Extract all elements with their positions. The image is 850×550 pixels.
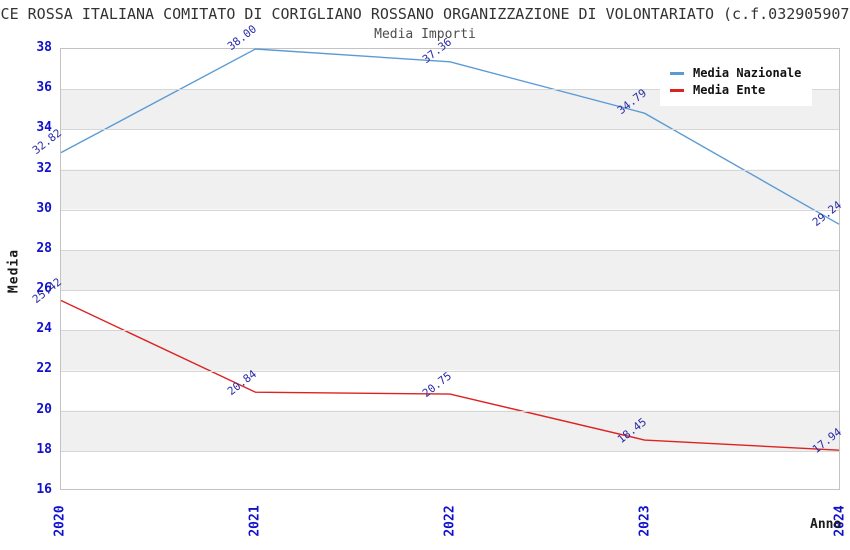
y-tick-label: 30 <box>36 200 52 216</box>
y-tick-label: 34 <box>36 120 52 136</box>
y-tick-label: 26 <box>36 281 52 297</box>
plot-area <box>60 48 840 490</box>
grid-line <box>61 330 839 332</box>
y-tick-label: 16 <box>36 482 52 497</box>
y-tick-label: 28 <box>36 240 52 256</box>
y-tick-label: 24 <box>36 321 52 337</box>
x-tick-label: 2022 <box>442 505 458 537</box>
grid-line <box>61 169 839 171</box>
x-tick-label: 2023 <box>637 505 653 537</box>
line-swatch-icon <box>670 88 684 92</box>
x-tick-label: 2021 <box>247 505 263 537</box>
y-tick-label: 36 <box>36 80 52 96</box>
grid-line <box>61 450 839 452</box>
series-line <box>60 48 840 225</box>
legend-label: Media Nazionale <box>693 66 802 80</box>
chart-title: CROCE ROSSA ITALIANA COMITATO DI CORIGLI… <box>0 5 850 23</box>
grid-line <box>61 370 839 372</box>
x-axis-title: Anno <box>810 517 842 532</box>
grid-line <box>61 410 839 412</box>
grid-line <box>61 290 839 292</box>
data-point-label: 25.42 <box>29 275 65 306</box>
y-tick-label: 22 <box>36 361 52 377</box>
legend-item-nazionale: Media Nazionale <box>670 66 808 80</box>
series-lines-svg <box>60 48 840 451</box>
series-line <box>60 299 840 451</box>
y-tick-label: 38 <box>36 40 52 55</box>
grid-line <box>61 89 839 91</box>
legend-item-ente: Media Ente <box>670 83 808 97</box>
x-tick-label: 2020 <box>52 505 68 537</box>
grid-line <box>61 209 839 211</box>
legend-label: Media Ente <box>693 83 766 97</box>
y-tick-label: 32 <box>36 160 52 176</box>
chart-subtitle: Media Importi <box>374 27 476 42</box>
y-tick-label: 20 <box>36 401 52 417</box>
grid-line <box>61 129 839 131</box>
legend: Media Nazionale Media Ente <box>660 57 812 106</box>
line-swatch-icon <box>670 71 684 75</box>
grid-line <box>61 249 839 251</box>
y-tick-label: 18 <box>36 441 52 457</box>
